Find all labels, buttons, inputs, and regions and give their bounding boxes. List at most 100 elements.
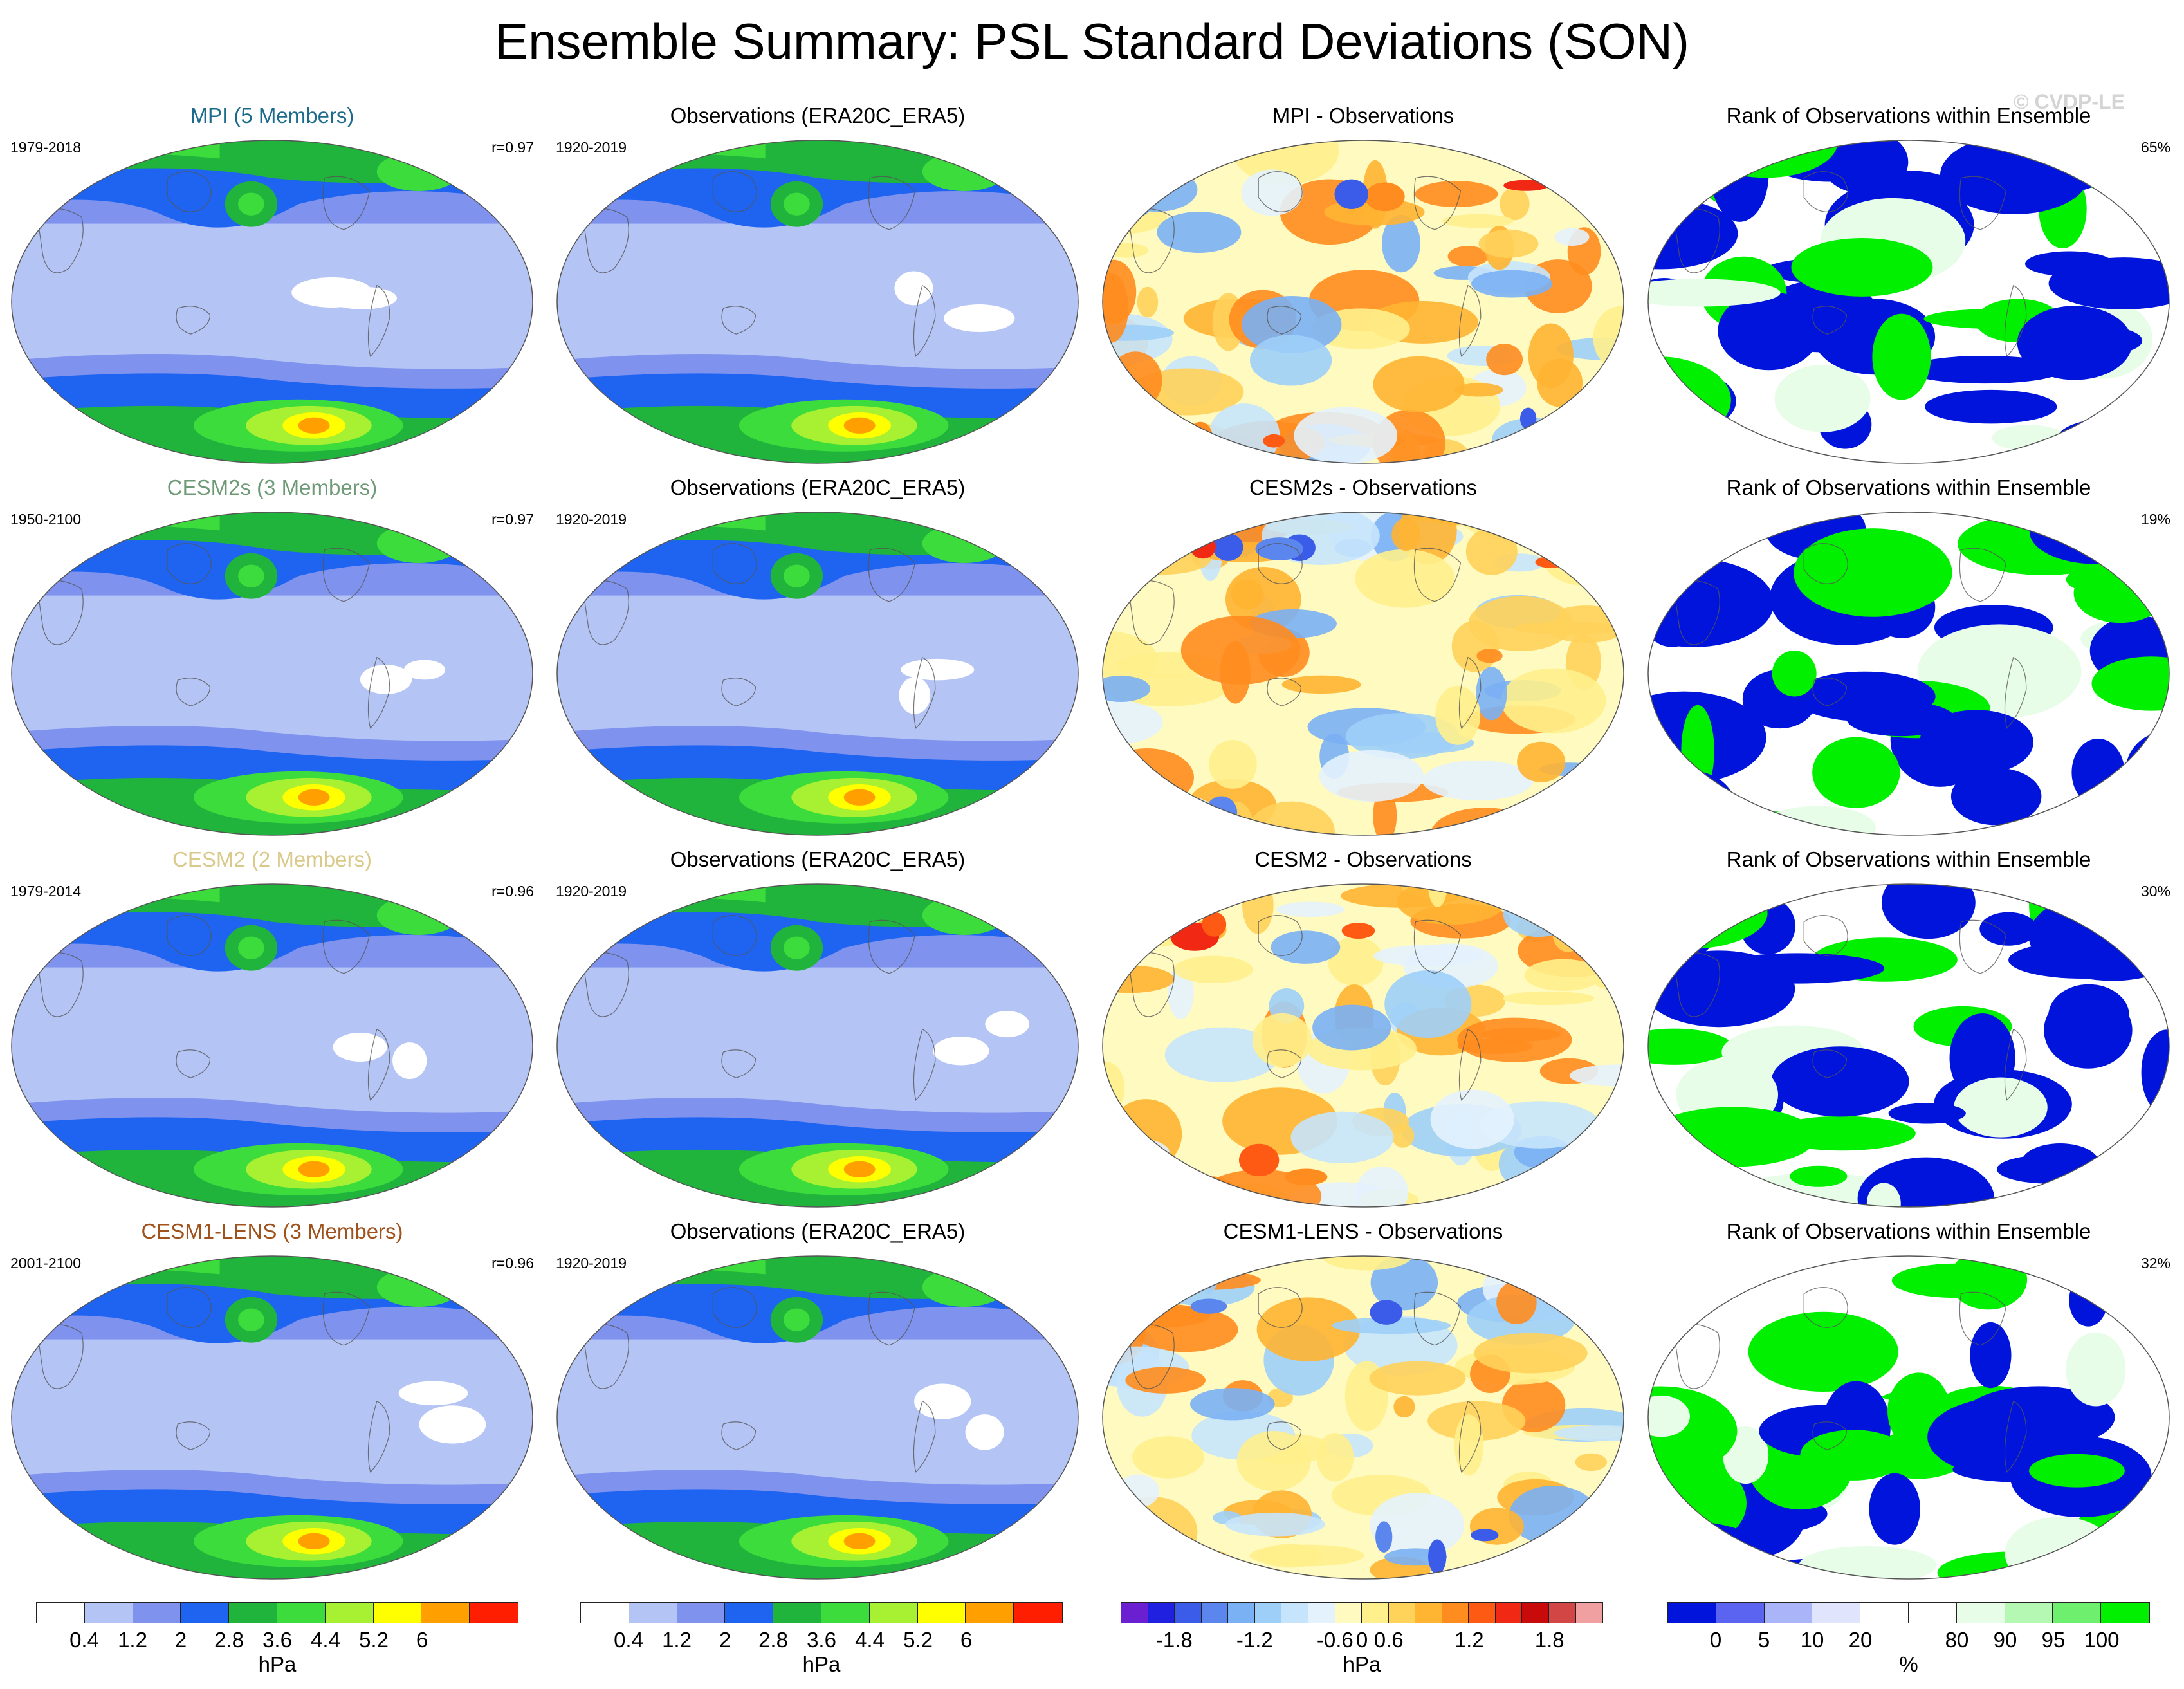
map-field [1648, 140, 2169, 463]
colorbar-box [677, 1603, 726, 1623]
colorbar-tick-label: 0.4 [614, 1628, 643, 1652]
robinson-map [1647, 883, 2170, 1208]
colorbar-tick-label: 4.4 [311, 1628, 340, 1652]
colorbar-box [1014, 1603, 1062, 1623]
robinson-map [556, 140, 1079, 464]
panel-title: MPI (5 Members) [190, 104, 354, 127]
rank-percent-label: 32% [2140, 1255, 2170, 1271]
panel-title: CESM2s (3 Members) [167, 475, 378, 499]
period-label: 1950-2100 [10, 511, 81, 528]
map-field [1648, 1256, 2169, 1579]
colorbar-box [821, 1603, 870, 1623]
colorbar-tick-label: 0.6 [1373, 1628, 1404, 1652]
panel-title: Observations (ERA20C_ERA5) [670, 104, 966, 127]
map-panel-r3-c2: Observations (ERA20C_ERA5) 1920-2019 [546, 847, 1090, 1219]
map-panel-r4-c1: CESM1-LENS (3 Members) 2001-2100 r=0.96 [0, 1219, 544, 1591]
map-field [557, 140, 1078, 463]
colorbar-box [2101, 1603, 2149, 1623]
map-panel-r2-c3: CESM2s - Observations [1091, 475, 1635, 847]
colorbar-box [1908, 1603, 1957, 1623]
diff-colorbar: -1.8 -1.2 -0.6 0 0.6 1.2 1.8 hPa [1121, 1596, 1603, 1679]
colorbar-box [1228, 1603, 1255, 1623]
robinson-map [1647, 512, 2170, 836]
panel-title: CESM2s - Observations [1249, 475, 1477, 499]
map-panel-r1-c4: Rank of Observations within Ensemble 65% [1637, 103, 2181, 475]
colorbar-box [1148, 1603, 1175, 1623]
panel-title: Rank of Observations within Ensemble [1726, 1219, 2091, 1243]
colorbar-box [1175, 1603, 1202, 1623]
colorbar-boxes [36, 1602, 518, 1623]
colorbar-tick-label: -1.8 [1155, 1628, 1193, 1652]
colorbar-tick-label: -0.6 [1316, 1628, 1354, 1652]
colorbar-box [2005, 1603, 2053, 1623]
map-panel-r3-c4: Rank of Observations within Ensemble 30% [1637, 847, 2181, 1219]
panel-title: Observations (ERA20C_ERA5) [670, 1219, 966, 1243]
colorbar-unit: hPa [258, 1652, 297, 1676]
map-field [12, 1256, 533, 1579]
map-field [557, 512, 1078, 835]
colorbar-box [1764, 1603, 1813, 1623]
colorbar-tick-label: 1.8 [1534, 1628, 1565, 1652]
sd-colorbar-2: 0.4 1.2 2 2.8 3.6 4.4 5.2 6 hPa [580, 1596, 1063, 1679]
colorbar-box [773, 1603, 821, 1623]
panel-title: CESM2 - Observations [1254, 847, 1472, 871]
period-label: 1920-2019 [556, 139, 627, 156]
colorbar-tick-label: 4.4 [855, 1628, 885, 1652]
watermark: © CVDP-LE [2014, 90, 2125, 113]
colorbar-tick-label: 5.2 [903, 1628, 933, 1652]
period-label: 2001-2100 [10, 1255, 81, 1271]
colorbar-tick-label: 90 [1993, 1628, 2017, 1652]
colorbar-box [37, 1603, 85, 1623]
correlation-label: r=0.97 [491, 511, 534, 528]
correlation-label: r=0.97 [491, 139, 534, 156]
map-field [1648, 884, 2169, 1207]
colorbar-tick-label: 0 [1709, 1628, 1722, 1652]
colorbar-tick-label: 100 [2084, 1628, 2120, 1652]
correlation-label: r=0.96 [491, 883, 534, 900]
panel-title: MPI - Observations [1272, 104, 1454, 127]
robinson-map [11, 140, 533, 464]
map-field [1648, 512, 2169, 835]
colorbar-boxes [1667, 1602, 2150, 1623]
robinson-map [1102, 512, 1624, 836]
robinson-map [11, 883, 533, 1208]
robinson-map [11, 1255, 533, 1580]
robinson-map [556, 883, 1079, 1208]
colorbar-boxes [1121, 1602, 1603, 1623]
map-panel-r1-c2: Observations (ERA20C_ERA5) 1920-2019 [546, 103, 1090, 475]
colorbar-tick-label: 1.2 [118, 1628, 147, 1652]
figure-title: Ensemble Summary: PSL Standard Deviation… [495, 13, 1689, 69]
colorbar-box [581, 1603, 629, 1623]
colorbar-box [325, 1603, 374, 1623]
colorbar-tick-label: 2.8 [214, 1628, 244, 1652]
rank-percent-label: 19% [2140, 511, 2170, 528]
period-label: 1920-2019 [556, 511, 627, 528]
colorbar-box [1335, 1603, 1363, 1623]
robinson-map [556, 1255, 1079, 1580]
panel-title: CESM2 (2 Members) [172, 847, 372, 871]
robinson-map [1102, 140, 1624, 464]
colorbar-tick-label: 0 [1355, 1628, 1368, 1652]
colorbar-box [1201, 1603, 1229, 1623]
map-panel-r2-c1: CESM2s (3 Members) 1950-2100 r=0.97 [0, 475, 544, 847]
colorbar-tick-label: 3.6 [807, 1628, 836, 1652]
map-field [557, 1256, 1078, 1579]
map-panel-r4-c4: Rank of Observations within Ensemble 32% [1637, 1219, 2181, 1591]
colorbar-tick-label: 20 [1848, 1628, 1873, 1652]
colorbar-box [84, 1603, 133, 1623]
colorbar-box [277, 1603, 326, 1623]
colorbar-box [1362, 1603, 1389, 1623]
map-field [12, 512, 533, 835]
colorbar-box [1860, 1603, 1909, 1623]
colorbar-box [373, 1603, 422, 1623]
panel-title: CESM1-LENS (3 Members) [141, 1219, 403, 1243]
colorbar-box [1522, 1603, 1549, 1623]
colorbar-box [1956, 1603, 2005, 1623]
map-field [1103, 512, 1624, 835]
map-panel-r4-c2: Observations (ERA20C_ERA5) 1920-2019 [546, 1219, 1090, 1591]
colorbar-box [1308, 1603, 1335, 1623]
panel-title: Observations (ERA20C_ERA5) [670, 475, 966, 499]
panel-title: Rank of Observations within Ensemble [1726, 475, 2091, 499]
map-panel-r1-c1: MPI (5 Members) 1979-2018 r=0.97 [0, 103, 544, 475]
colorbar-box [1121, 1603, 1148, 1623]
